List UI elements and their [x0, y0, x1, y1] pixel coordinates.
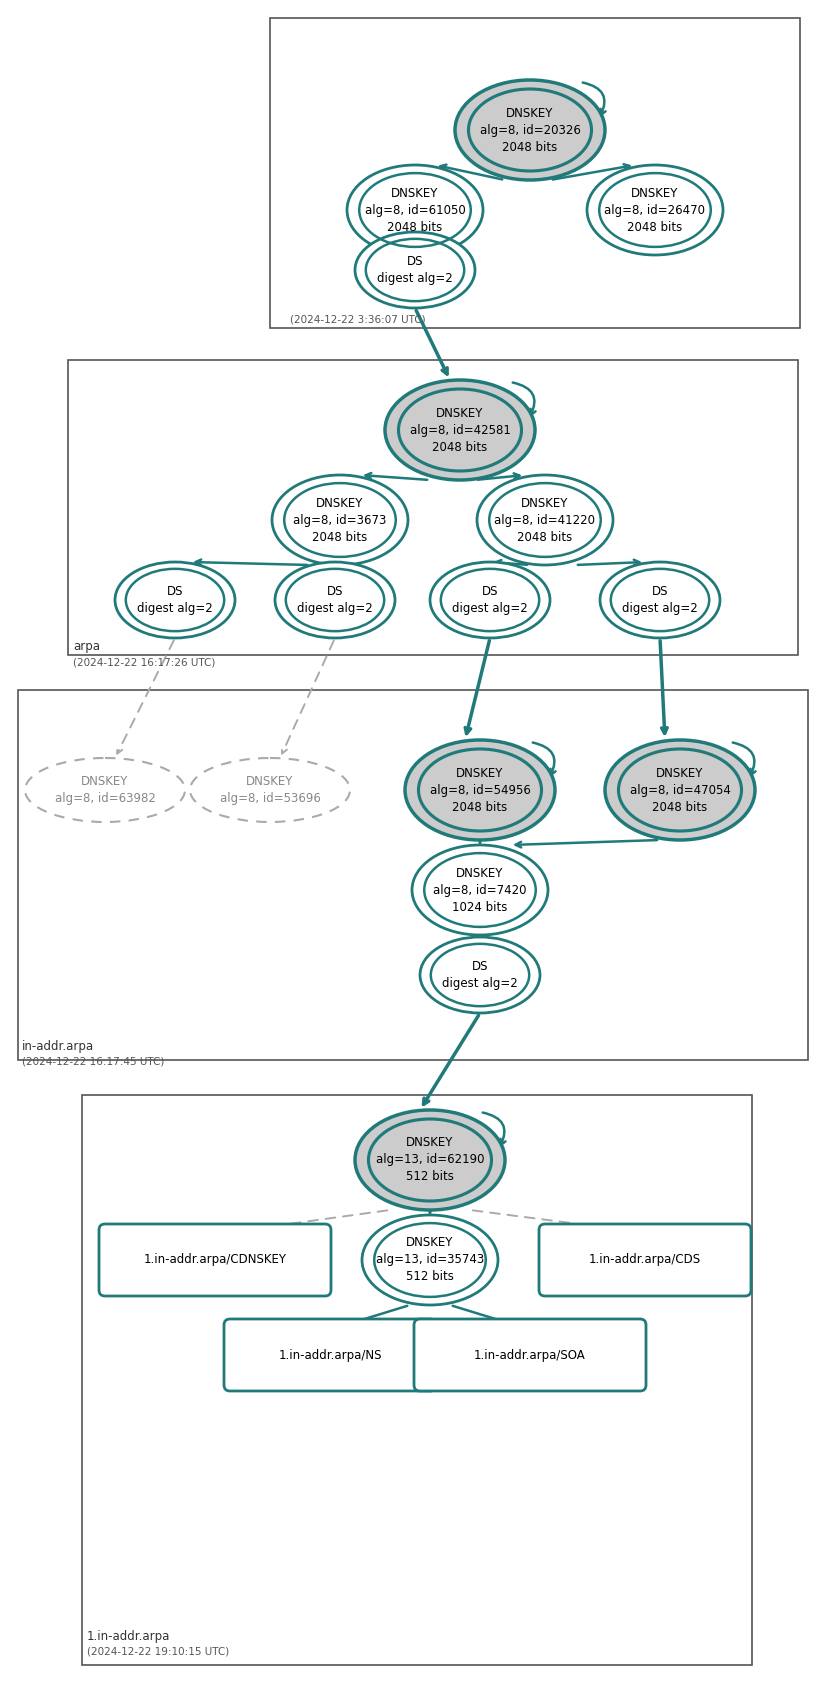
- Ellipse shape: [385, 381, 535, 481]
- Ellipse shape: [405, 739, 555, 839]
- Ellipse shape: [477, 475, 613, 565]
- Text: 1.in-addr.arpa/CDNSKEY: 1.in-addr.arpa/CDNSKEY: [143, 1254, 287, 1267]
- Text: DNSKEY
alg=8, id=61050
2048 bits: DNSKEY alg=8, id=61050 2048 bits: [365, 186, 466, 233]
- Text: DNSKEY
alg=8, id=7420
1024 bits: DNSKEY alg=8, id=7420 1024 bits: [433, 866, 527, 914]
- Text: 1.in-addr.arpa: 1.in-addr.arpa: [87, 1629, 171, 1643]
- Text: arpa: arpa: [73, 640, 100, 653]
- Text: DNSKEY
alg=8, id=53696: DNSKEY alg=8, id=53696: [219, 775, 321, 805]
- Text: in-addr.arpa: in-addr.arpa: [22, 1041, 94, 1052]
- FancyBboxPatch shape: [414, 1320, 646, 1391]
- Bar: [270, 19, 800, 328]
- Text: DNSKEY
alg=8, id=26470
2048 bits: DNSKEY alg=8, id=26470 2048 bits: [605, 186, 705, 233]
- Text: DNSKEY
alg=8, id=20326
2048 bits: DNSKEY alg=8, id=20326 2048 bits: [480, 107, 580, 154]
- Ellipse shape: [412, 844, 548, 936]
- Text: DNSKEY
alg=13, id=35743
512 bits: DNSKEY alg=13, id=35743 512 bits: [376, 1237, 485, 1284]
- Ellipse shape: [355, 1110, 505, 1210]
- Ellipse shape: [115, 562, 235, 638]
- Ellipse shape: [455, 80, 605, 179]
- FancyBboxPatch shape: [539, 1223, 751, 1296]
- Ellipse shape: [347, 166, 483, 255]
- Text: DNSKEY
alg=8, id=54956
2048 bits: DNSKEY alg=8, id=54956 2048 bits: [429, 766, 531, 814]
- Text: DS
digest alg=2: DS digest alg=2: [137, 585, 213, 614]
- Text: (2024-12-22 3:36:07 UTC): (2024-12-22 3:36:07 UTC): [290, 315, 426, 323]
- Text: DS
digest alg=2: DS digest alg=2: [442, 959, 517, 990]
- Ellipse shape: [190, 758, 350, 822]
- Text: DNSKEY
alg=8, id=41220
2048 bits: DNSKEY alg=8, id=41220 2048 bits: [494, 496, 596, 543]
- Text: (2024-12-22 16:17:45 UTC): (2024-12-22 16:17:45 UTC): [22, 1058, 164, 1068]
- Text: DS
digest alg=2: DS digest alg=2: [377, 255, 453, 284]
- Ellipse shape: [587, 166, 723, 255]
- FancyBboxPatch shape: [99, 1223, 331, 1296]
- Text: DNSKEY
alg=8, id=3673
2048 bits: DNSKEY alg=8, id=3673 2048 bits: [293, 496, 386, 543]
- Text: 1.in-addr.arpa/CDS: 1.in-addr.arpa/CDS: [589, 1254, 701, 1267]
- Ellipse shape: [272, 475, 408, 565]
- Text: (2024-12-22 16:17:26 UTC): (2024-12-22 16:17:26 UTC): [73, 656, 215, 667]
- Text: DNSKEY
alg=8, id=47054
2048 bits: DNSKEY alg=8, id=47054 2048 bits: [630, 766, 730, 814]
- Text: 1.in-addr.arpa/NS: 1.in-addr.arpa/NS: [279, 1349, 382, 1362]
- Text: DS
digest alg=2: DS digest alg=2: [452, 585, 528, 614]
- Ellipse shape: [25, 758, 185, 822]
- Ellipse shape: [420, 937, 540, 1014]
- Ellipse shape: [600, 562, 720, 638]
- Ellipse shape: [605, 739, 755, 839]
- Text: DNSKEY
alg=8, id=63982: DNSKEY alg=8, id=63982: [54, 775, 156, 805]
- FancyBboxPatch shape: [224, 1320, 436, 1391]
- Text: DNSKEY
alg=13, id=62190
512 bits: DNSKEY alg=13, id=62190 512 bits: [376, 1137, 485, 1183]
- Bar: [18, 690, 808, 1059]
- Ellipse shape: [355, 232, 475, 308]
- Ellipse shape: [362, 1215, 498, 1305]
- Ellipse shape: [275, 562, 395, 638]
- Text: DNSKEY
alg=8, id=42581
2048 bits: DNSKEY alg=8, id=42581 2048 bits: [410, 406, 510, 453]
- Ellipse shape: [430, 562, 550, 638]
- Bar: [68, 360, 798, 655]
- Text: DS
digest alg=2: DS digest alg=2: [622, 585, 698, 614]
- Text: (2024-12-22 19:10:15 UTC): (2024-12-22 19:10:15 UTC): [87, 1646, 229, 1656]
- Text: 1.in-addr.arpa/SOA: 1.in-addr.arpa/SOA: [474, 1349, 586, 1362]
- Text: DS
digest alg=2: DS digest alg=2: [297, 585, 373, 614]
- Bar: [82, 1095, 752, 1665]
